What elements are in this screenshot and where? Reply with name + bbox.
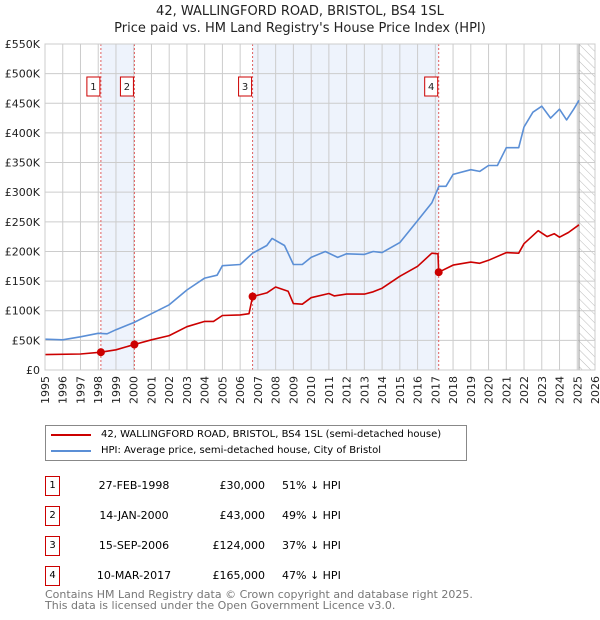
sale-point [96, 348, 105, 357]
y-tick-label: £450K [5, 97, 41, 110]
x-tick-label: 2016 [412, 376, 425, 404]
x-tick-label: 2024 [554, 376, 567, 404]
forecast-hatch [579, 44, 595, 370]
sale-hpi-diff: 49% ↓ HPI [282, 509, 341, 522]
x-tick-label: 2025 [571, 376, 584, 404]
y-tick-label: £50K [12, 334, 41, 347]
x-tick-label: 2006 [234, 376, 247, 404]
sale-point [434, 268, 443, 277]
sale-point [130, 340, 139, 349]
footer-copyright: Contains HM Land Registry data © Crown c… [45, 588, 473, 601]
x-tick-label: 1998 [92, 376, 105, 404]
sale-price: £165,000 [212, 569, 266, 582]
table-row: 4 10-MAR-2017 £165,000 47% ↓ HPI [45, 566, 465, 586]
x-tick-label: 2007 [252, 376, 265, 404]
x-tick-label: 2021 [500, 376, 513, 404]
sale-hpi-diff: 37% ↓ HPI [282, 539, 341, 552]
x-tick-label: 2020 [483, 376, 496, 404]
x-tick-label: 2018 [447, 376, 460, 404]
y-tick-label: £400K [5, 127, 41, 140]
sale-date: 14-JAN-2000 [99, 509, 169, 522]
x-tick-label: 2002 [163, 376, 176, 404]
x-tick-label: 2009 [287, 376, 300, 404]
sale-number-badge: 1 [45, 476, 60, 496]
legend: 42, WALLINGFORD ROAD, BRISTOL, BS4 1SL (… [45, 425, 467, 461]
legend-price-swatch [51, 433, 91, 436]
legend-hpi-label: HPI: Average price, semi-detached house,… [101, 445, 381, 456]
chart-subtitle: Price paid vs. HM Land Registry's House … [114, 21, 486, 36]
sale-marker-box [86, 76, 101, 97]
y-tick-label: £500K [5, 68, 41, 81]
sale-price: £30,000 [219, 479, 266, 492]
footer-licence: This data is licensed under the Open Gov… [45, 599, 396, 612]
x-tick-label: 2022 [518, 376, 531, 404]
table-row: 3 15-SEP-2006 £124,000 37% ↓ HPI [45, 536, 465, 556]
x-tick-label: 2014 [376, 376, 389, 404]
x-tick-label: 2011 [323, 376, 336, 404]
sale-date: 10-MAR-2017 [96, 569, 172, 582]
shaded-ownership-band [252, 44, 439, 370]
sale-number-badge: 2 [45, 506, 60, 526]
x-tick-label: 1997 [74, 376, 87, 404]
sale-point [248, 292, 257, 301]
y-tick-label: £200K [5, 245, 41, 258]
x-tick-label: 2004 [199, 376, 212, 404]
x-tick-label: 2019 [465, 376, 478, 404]
sale-number-badge: 3 [45, 536, 60, 556]
price-series-line [44, 224, 580, 356]
plot-border [44, 43, 596, 371]
x-tick-label: 2013 [358, 376, 371, 404]
shaded-ownership-band [100, 44, 135, 370]
y-tick-label: £100K [5, 305, 41, 318]
sale-marker-box [424, 76, 439, 97]
x-tick-label: 2010 [305, 376, 318, 404]
sale-date: 27-FEB-1998 [98, 479, 170, 492]
x-tick-label: 2008 [270, 376, 283, 404]
table-row: 2 14-JAN-2000 £43,000 49% ↓ HPI [45, 506, 465, 526]
x-tick-label: 2003 [181, 376, 194, 404]
hpi-series-line [44, 99, 580, 341]
sale-hpi-diff: 47% ↓ HPI [282, 569, 341, 582]
x-tick-label: 2017 [429, 376, 442, 404]
sale-date: 15-SEP-2006 [98, 539, 170, 552]
x-tick-label: 2026 [589, 376, 600, 404]
x-tick-label: 1999 [110, 376, 123, 404]
x-tick-label: 1995 [39, 376, 52, 404]
sale-price: £124,000 [212, 539, 266, 552]
plot-area: 1995 1996 1997 1998 1999 2000 2001 2002 2003 2004… [5, 38, 600, 404]
y-tick-label: £300K [5, 186, 41, 199]
x-tick-label: 2005 [216, 376, 229, 404]
y-tick-label: £150K [5, 275, 41, 288]
y-tick-label: £550K [5, 38, 41, 51]
y-tick-label: £350K [5, 157, 41, 170]
legend-hpi-swatch [51, 449, 91, 452]
sale-marker-label: 1 [90, 82, 96, 93]
x-tick-label: 2015 [394, 376, 407, 404]
chart-title: 42, WALLINGFORD ROAD, BRISTOL, BS4 1SL [156, 4, 444, 19]
sale-marker-box [238, 76, 253, 97]
legend-price-label: 42, WALLINGFORD ROAD, BRISTOL, BS4 1SL (… [101, 429, 442, 440]
table-row: 1 27-FEB-1998 £30,000 51% ↓ HPI [45, 476, 465, 496]
sale-hpi-diff: 51% ↓ HPI [282, 479, 341, 492]
sale-number-badge: 4 [45, 566, 60, 586]
sale-price: £43,000 [219, 509, 266, 522]
y-tick-label: £250K [5, 216, 41, 229]
y-tick-label: £0 [26, 364, 40, 377]
x-tick-label: 1996 [57, 376, 70, 404]
x-tick-label: 2012 [341, 376, 354, 404]
sale-marker-label: 3 [242, 82, 248, 93]
sale-marker-label: 4 [428, 82, 434, 93]
x-tick-label: 2023 [536, 376, 549, 404]
x-tick-label: 2000 [128, 376, 141, 404]
sale-marker-label: 2 [124, 82, 130, 93]
sale-marker-box [119, 76, 134, 97]
x-tick-label: 2001 [145, 376, 158, 404]
